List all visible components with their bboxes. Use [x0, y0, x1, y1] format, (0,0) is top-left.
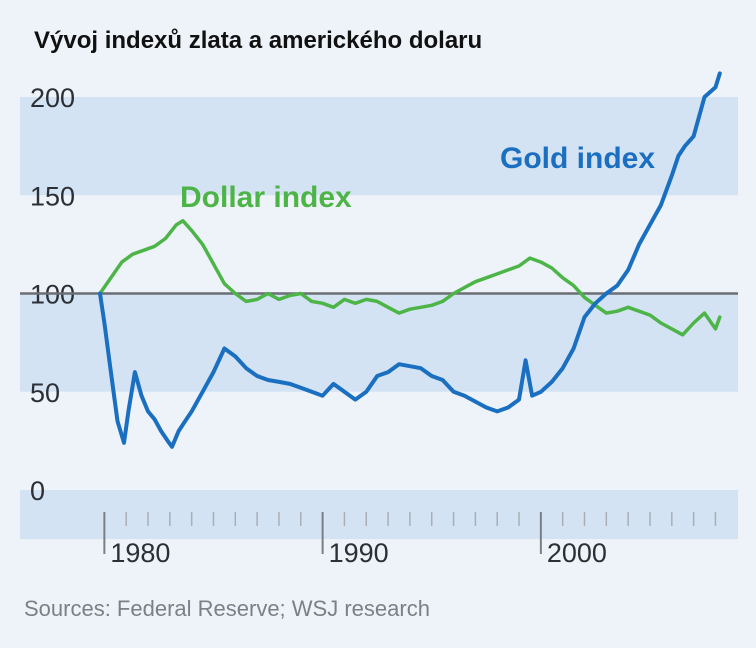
dollar-index-label: Dollar index — [180, 181, 352, 214]
series-lines — [20, 71, 738, 449]
y-tick-label: 50 — [30, 378, 60, 408]
grid-band — [20, 97, 738, 196]
grid-bands — [20, 97, 738, 540]
gold-index-line — [98, 71, 722, 449]
y-tick-label: 150 — [30, 181, 75, 211]
dollar-index-line — [98, 219, 722, 337]
annotations: Gold index Dollar index — [180, 142, 655, 214]
x-tick-label: 1990 — [329, 538, 389, 568]
x-tick-label: 2000 — [547, 538, 607, 568]
source-note: Sources: Federal Reserve; WSJ research — [24, 596, 430, 621]
y-tick-label: 0 — [30, 476, 45, 506]
grid-band — [20, 490, 738, 540]
x-axis: 1980 1990 2000 — [103, 512, 717, 568]
x-tick-label: 1980 — [110, 538, 170, 568]
y-tick-label: 200 — [30, 83, 75, 113]
chart-title: Vývoj indexů zlata a amerického dolaru — [34, 27, 483, 54]
gold-index-label: Gold index — [500, 142, 655, 175]
